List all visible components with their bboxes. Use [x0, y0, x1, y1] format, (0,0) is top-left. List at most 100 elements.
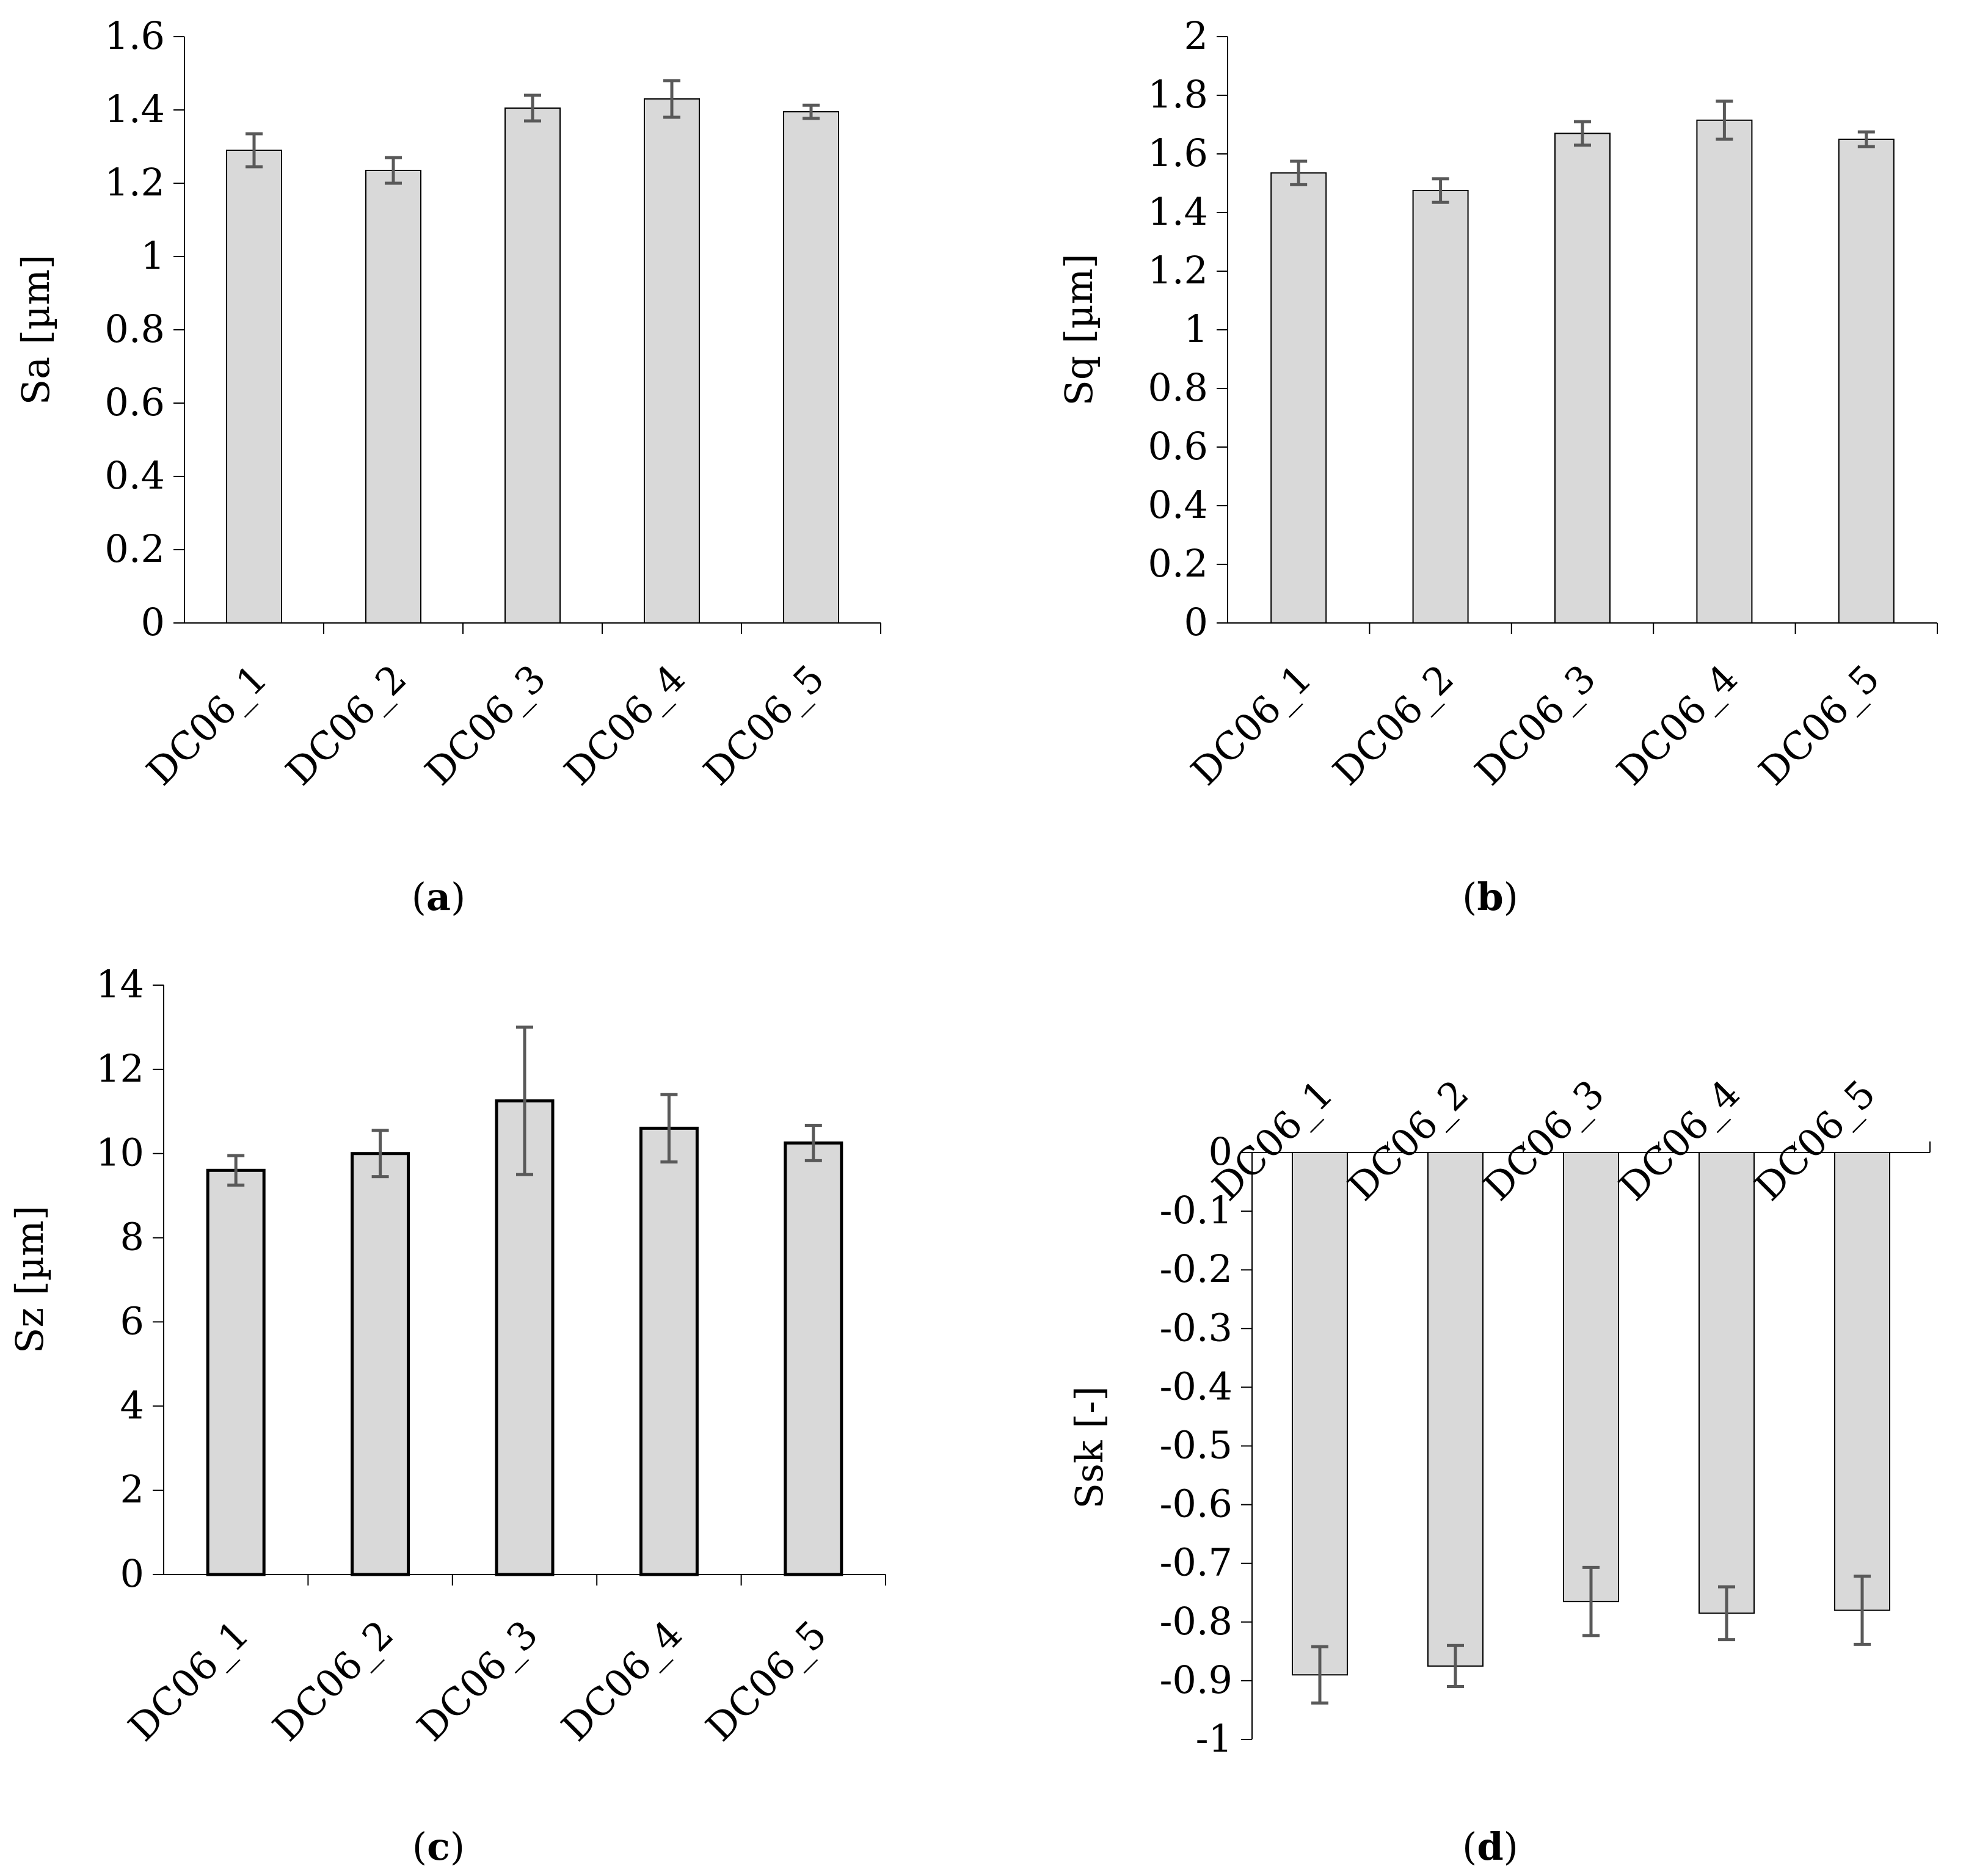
- error-bar: [1432, 177, 1449, 204]
- bar-dc06-1: [226, 150, 282, 624]
- error-bar: [1854, 1575, 1871, 1646]
- error-bar: [1447, 1644, 1464, 1689]
- y-tick-label: -0.1: [1159, 1188, 1232, 1232]
- chart-panel-c: 0 2 4 6 8 10 12 14 DC06_1 DC06_2 DC06_3 DC06_4 DC06_…: [7, 962, 886, 1869]
- y-tick-label: 0: [1209, 1129, 1232, 1174]
- y-tick-label: 0: [141, 600, 165, 644]
- bar-dc06-5: [1838, 139, 1895, 624]
- y-axis-title: Sa [µm]: [13, 255, 58, 406]
- error-bar: [385, 156, 402, 185]
- caption-letter: b: [1477, 875, 1503, 919]
- y-tick-label: -0.5: [1159, 1423, 1232, 1468]
- bar-dc06-1: [206, 1168, 266, 1576]
- error-bar: [803, 103, 820, 120]
- category-label: DC06_4: [556, 656, 694, 794]
- bar-dc06-4: [1699, 1152, 1755, 1614]
- panel-caption: (d): [1462, 1824, 1518, 1869]
- y-tick-label: 1.2: [104, 160, 165, 205]
- y-tick-label: 0: [120, 1551, 144, 1596]
- bar-dc06-4: [644, 98, 700, 624]
- category-label: DC06_1: [120, 1612, 258, 1750]
- caption-paren-close: ): [451, 875, 465, 919]
- caption-paren-close: ): [450, 1824, 465, 1869]
- caption-paren-open: (: [1462, 875, 1477, 919]
- bar-dc06-1: [1270, 172, 1327, 624]
- bar-dc06-3: [504, 107, 561, 624]
- y-axis-title: Sq [µm]: [1057, 253, 1101, 406]
- y-tick-label: -0.2: [1159, 1247, 1232, 1291]
- y-tick-label: 1.6: [104, 13, 165, 58]
- error-bar: [371, 1129, 389, 1179]
- y-tick-label: 6: [120, 1298, 144, 1343]
- caption-paren-open: (: [1462, 1824, 1477, 1869]
- y-tick-label: 0.2: [104, 526, 165, 571]
- bar-dc06-2: [1427, 1152, 1484, 1667]
- y-tick-label: 2: [120, 1467, 144, 1512]
- category-label: DC06_3: [417, 656, 555, 794]
- y-tick-label: 0.2: [1148, 541, 1208, 586]
- error-bar: [524, 93, 541, 123]
- error-bar: [1716, 100, 1733, 141]
- category-label: DC06_5: [1750, 656, 1888, 794]
- y-tick-label: 0.4: [1148, 482, 1208, 527]
- bar-dc06-3: [1563, 1152, 1619, 1603]
- y-tick-label: -0.6: [1159, 1482, 1232, 1526]
- y-tick-label: 0.8: [104, 307, 165, 351]
- error-bar: [1311, 1645, 1328, 1705]
- bar-dc06-3: [1554, 133, 1611, 624]
- category-label: DC06_2: [264, 1612, 402, 1750]
- y-tick-label: 1.8: [1148, 72, 1208, 117]
- bar-dc06-4: [1696, 119, 1753, 624]
- y-tick-label: 1.2: [1148, 248, 1208, 293]
- error-bar: [516, 1025, 533, 1176]
- y-tick-label: 0.6: [1148, 424, 1208, 468]
- error-bar: [227, 1154, 245, 1187]
- category-label: DC06_5: [695, 656, 833, 794]
- error-bar: [1718, 1585, 1735, 1642]
- bar-dc06-1: [1292, 1152, 1348, 1676]
- category-label: DC06_4: [1608, 656, 1746, 794]
- y-tick-label: 1: [1184, 307, 1208, 351]
- error-bar: [804, 1124, 822, 1162]
- panel-caption: (c): [412, 1824, 465, 1869]
- y-tick-label: 10: [96, 1130, 144, 1175]
- caption-paren-open: (: [412, 1824, 427, 1869]
- category-label: DC06_1: [138, 656, 276, 794]
- caption-letter: c: [427, 1824, 450, 1869]
- category-label: DC06_2: [1324, 656, 1462, 794]
- category-label: DC06_5: [697, 1612, 835, 1750]
- bar-dc06-5: [784, 1141, 843, 1576]
- y-tick-label: 0.4: [104, 453, 165, 498]
- y-tick-label: 4: [120, 1383, 144, 1427]
- y-tick-label: -0.8: [1159, 1599, 1232, 1644]
- error-bar: [1857, 130, 1875, 148]
- error-bar: [1574, 120, 1591, 147]
- bar-dc06-5: [783, 111, 839, 624]
- panel-caption: (b): [1462, 875, 1518, 919]
- bar-dc06-4: [639, 1126, 699, 1576]
- category-label: DC06_2: [277, 656, 415, 794]
- y-tick-label: -0.4: [1159, 1364, 1232, 1408]
- error-bar: [660, 1093, 678, 1163]
- y-tick-label: -1: [1196, 1716, 1232, 1761]
- y-tick-label: 0: [1184, 600, 1208, 644]
- error-bar: [1582, 1565, 1600, 1637]
- category-label: DC06_4: [553, 1612, 691, 1750]
- y-tick-label: 2: [1184, 13, 1208, 58]
- caption-paren-open: (: [412, 875, 426, 919]
- error-bar: [1290, 159, 1308, 186]
- y-tick-label: -0.3: [1159, 1305, 1232, 1350]
- caption-paren-close: ): [1504, 1824, 1518, 1869]
- y-tick-label: 1.4: [104, 87, 165, 131]
- y-tick-label: 8: [120, 1215, 144, 1259]
- bar-dc06-2: [351, 1152, 410, 1576]
- y-tick-label: -0.7: [1159, 1540, 1232, 1585]
- caption-paren-close: ): [1504, 875, 1518, 919]
- y-tick-label: 12: [96, 1046, 144, 1091]
- bar-dc06-5: [1834, 1152, 1890, 1611]
- y-tick-label: -0.9: [1159, 1658, 1232, 1702]
- bar-dc06-2: [365, 170, 421, 624]
- y-axis-title: Ssk [-]: [1067, 1386, 1112, 1509]
